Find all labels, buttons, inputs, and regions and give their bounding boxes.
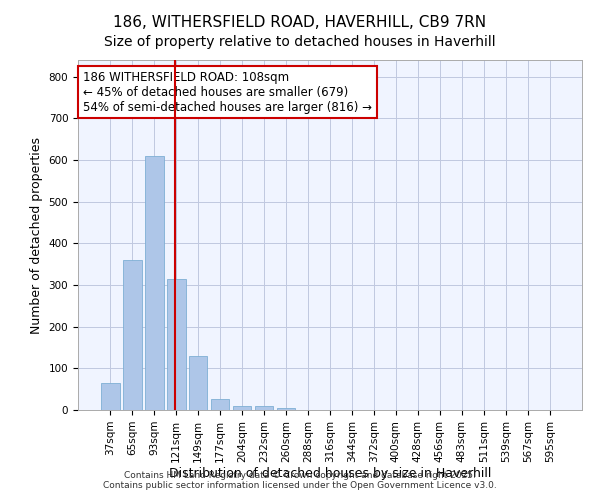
Bar (101, 383, 119, 410)
Text: Size of property relative to detached houses in Haverhill: Size of property relative to detached ho… (104, 35, 496, 49)
Y-axis label: Number of detached properties: Number of detached properties (30, 136, 43, 334)
Bar (123, 260, 142, 410)
Text: 186 WITHERSFIELD ROAD: 108sqm
← 45% of detached houses are smaller (679)
54% of : 186 WITHERSFIELD ROAD: 108sqm ← 45% of d… (83, 70, 372, 114)
Bar (145, 156, 164, 410)
X-axis label: Distribution of detached houses by size in Haverhill: Distribution of detached houses by size … (169, 468, 491, 480)
Bar (167, 279, 185, 410)
Text: Contains HM Land Registry data © Crown copyright and database right 2025.
Contai: Contains HM Land Registry data © Crown c… (103, 470, 497, 490)
Bar (233, 406, 251, 410)
Text: 186, WITHERSFIELD ROAD, HAVERHILL, CB9 7RN: 186, WITHERSFIELD ROAD, HAVERHILL, CB9 7… (113, 15, 487, 30)
Bar (211, 399, 229, 410)
Bar (277, 408, 295, 410)
Bar (255, 406, 274, 410)
Bar (189, 356, 208, 410)
